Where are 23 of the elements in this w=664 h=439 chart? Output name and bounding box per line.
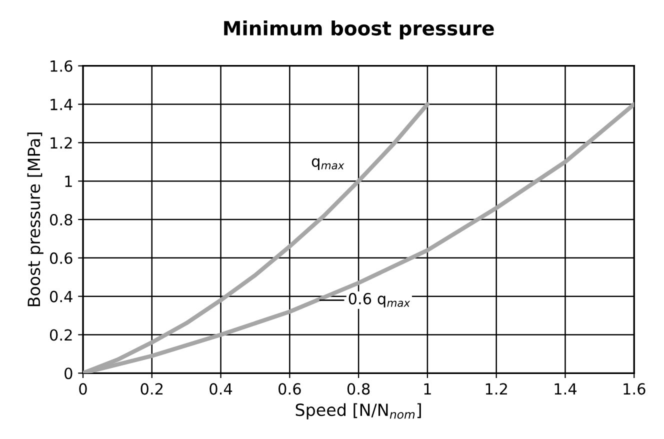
y-tick-label: 1 [65, 176, 72, 187]
x-tick-label: 0.4 [210, 383, 232, 395]
y-tick-label: 1.4 [50, 98, 72, 110]
annotation: q$_{max}$ [312, 158, 344, 170]
x-tick-label: 0.6 [278, 383, 301, 395]
y-tick-label: 0.6 [50, 252, 72, 264]
chart-title: Minimum boost pressure [224, 20, 494, 40]
y-tick-label: 0.8 [50, 214, 72, 226]
x-tick-label: 1 [424, 383, 431, 394]
x-tick-label: 0 [79, 383, 87, 395]
x-tick-label: 1.2 [486, 383, 507, 394]
x-tick-label: 0.8 [347, 383, 370, 395]
y-tick-label: 0.2 [50, 329, 72, 341]
y-axis-title: Boost pressure [MPa] [27, 132, 44, 306]
y-tick-label: 0 [64, 368, 72, 380]
y-tick-label: 1.6 [50, 60, 72, 72]
y-tick-label: 1.2 [50, 137, 72, 148]
annotation: 0.6 q$_{max}$ [348, 292, 410, 308]
y-tick-label: 0.4 [50, 290, 72, 302]
x-tick-label: 1.6 [624, 383, 646, 395]
x-tick-label: 0.2 [140, 383, 163, 395]
x-axis-title: Speed [N/N$_{nom}$] [296, 403, 421, 420]
x-tick-label: 1.4 [554, 383, 577, 394]
